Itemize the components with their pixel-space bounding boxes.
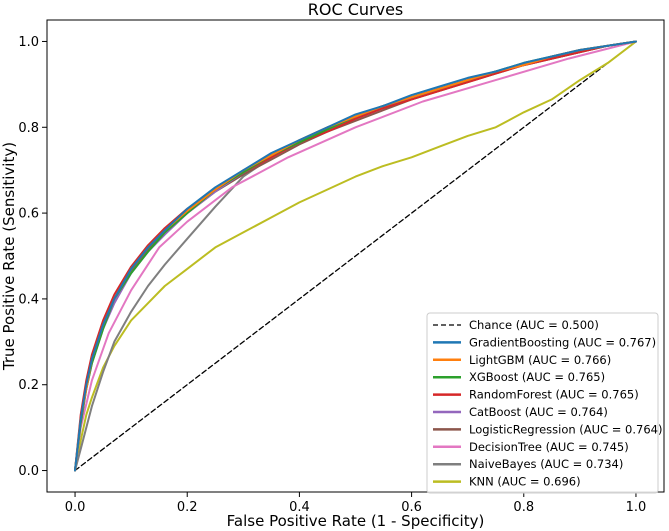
y-tick-label: 0.6 <box>18 207 39 222</box>
legend-label: KNN (AUC = 0.696) <box>469 475 581 489</box>
y-tick-label: 0.0 <box>18 464 39 479</box>
x-tick-label: 0.4 <box>289 500 310 515</box>
legend: Chance (AUC = 0.500) GradientBoosting (AU… <box>426 312 662 494</box>
y-axis-ticks: 0.0 0.2 0.4 0.6 0.8 1.0 <box>18 35 47 479</box>
x-tick-label: 0.6 <box>401 500 422 515</box>
roc-line-gradientboosting <box>74 40 637 472</box>
legend-box <box>426 312 659 494</box>
chart-title: ROC Curves <box>308 0 404 19</box>
plot-area <box>74 40 637 472</box>
legend-label: DecisionTree (AUC = 0.745) <box>469 440 629 454</box>
y-tick-label: 1.0 <box>18 35 39 50</box>
legend-label: LightGBM (AUC = 0.766) <box>469 353 611 367</box>
legend-label: CatBoost (AUC = 0.764) <box>469 405 608 419</box>
x-tick-label: 0.8 <box>513 500 534 515</box>
x-tick-label: 0.2 <box>177 500 198 515</box>
roc-line-decisiontree <box>74 40 637 472</box>
legend-label: XGBoost (AUC = 0.765) <box>469 370 605 384</box>
plot-frame <box>46 19 665 493</box>
legend-label: RandomForest (AUC = 0.765) <box>469 388 639 402</box>
legend-label: Chance (AUC = 0.500) <box>469 318 599 332</box>
y-axis-label: True Positive Rate (Sensitivity) <box>0 142 18 371</box>
y-tick-label: 0.4 <box>18 292 39 307</box>
legend-label: GradientBoosting (AUC = 0.767) <box>469 335 656 349</box>
y-tick-label: 0.8 <box>18 121 39 136</box>
roc-line-chance-auc-0-500 <box>74 40 637 472</box>
x-tick-label: 0.0 <box>65 500 86 515</box>
x-axis-label: False Positive Rate (1 - Specificity) <box>227 512 485 530</box>
legend-label: LogisticRegression (AUC = 0.764) <box>469 422 662 436</box>
x-tick-label: 1.0 <box>626 500 647 515</box>
y-tick-label: 0.2 <box>18 378 39 393</box>
x-axis-ticks: 0.0 0.2 0.4 0.6 0.8 1.0 <box>65 492 647 515</box>
legend-label: NaiveBayes (AUC = 0.734) <box>469 457 623 471</box>
